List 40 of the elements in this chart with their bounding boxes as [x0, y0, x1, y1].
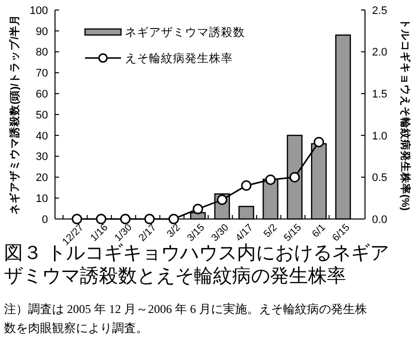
point	[241, 180, 252, 191]
point	[144, 214, 155, 224]
point	[72, 214, 82, 224]
y-tick-label: 70	[36, 68, 48, 80]
y-tick-label: 100	[30, 4, 48, 17]
point	[168, 214, 179, 224]
x-tick-label: 5/2	[262, 222, 280, 240]
x-tick-label: 6/1	[310, 222, 328, 240]
y-tick-label: 20	[36, 172, 48, 184]
y-tick-label: 30	[36, 151, 48, 164]
point	[96, 214, 106, 224]
y-tick-label: 80	[36, 46, 48, 59]
x-tick-label: 3/30	[210, 222, 232, 244]
point	[192, 204, 204, 214]
point	[289, 172, 300, 182]
y2-tick-label: 2.5	[372, 4, 388, 17]
y-tick-label: 90	[36, 26, 48, 38]
y-tick-label: 50	[36, 109, 48, 122]
y2-tick-label: 2.0	[372, 46, 388, 59]
y-axis-title: ネギアザミウマ誘殺数(頭)/トラップ/半月	[8, 14, 21, 214]
x-tick-label: 4/17	[234, 222, 256, 244]
y2-axis-title: トルコギキョウえそ輪紋病発生株率(%)	[399, 18, 412, 211]
y2-tick-label: 1.0	[372, 130, 388, 142]
point	[216, 194, 228, 206]
text: 注）調査は 2005 年 12 月～2006 年 6 月に実施。えそ輪紋病の発生株数を肉眼観察により調査。	[4, 302, 367, 335]
point	[314, 136, 324, 148]
legend-label: えそ輪紋病発生株率	[125, 51, 233, 66]
x-tick-label: 3/2	[165, 222, 184, 240]
legend-label: ネギアザミウマ誘殺数	[125, 26, 245, 40]
x-tick-label: 6/15	[330, 222, 352, 244]
y2-tick-label: 0.5	[372, 172, 388, 184]
y-tick-label: 60	[36, 88, 48, 100]
point	[265, 174, 276, 185]
point	[120, 214, 131, 224]
y-tick-label: 10	[36, 192, 48, 205]
y2-tick-label: 1.5	[372, 88, 388, 100]
y-tick-label: 40	[36, 130, 48, 142]
y2-tick-label: 0.0	[372, 214, 388, 226]
x-tick-label: 1/30	[112, 222, 135, 244]
y-tick-label: 0	[42, 214, 48, 226]
